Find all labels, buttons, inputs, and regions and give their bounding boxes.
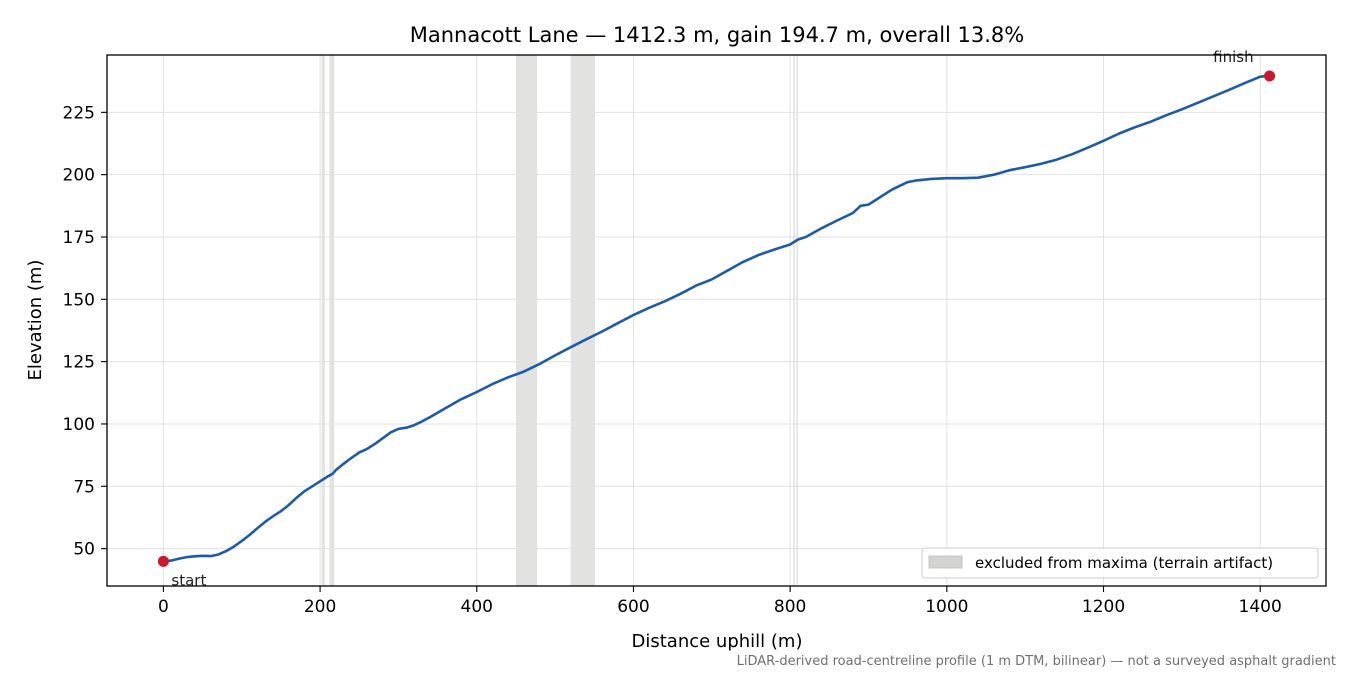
y-tick-label: 100 xyxy=(63,415,95,435)
legend: excluded from maxima (terrain artifact) xyxy=(921,547,1319,579)
chart-title: Mannacott Lane — 1412.3 m, gain 194.7 m,… xyxy=(410,23,1025,47)
excluded-band-1 xyxy=(329,55,335,586)
y-axis-label: Elevation (m) xyxy=(25,260,46,381)
x-tick-label: 400 xyxy=(461,597,493,617)
axis-ticks: 0 200 400 600 800 1000 1200 1400 50 75 100 125 150 17… xyxy=(63,103,1282,617)
grid xyxy=(107,55,1326,586)
finish-label: finish xyxy=(1213,48,1253,66)
x-axis-label: Distance uphill (m) xyxy=(632,631,803,652)
y-tick-label: 175 xyxy=(63,228,95,248)
excluded-band-5 xyxy=(796,55,798,586)
excluded-band-2 xyxy=(515,55,538,586)
x-tick-label: 1400 xyxy=(1239,597,1282,617)
y-tick-label: 75 xyxy=(73,477,95,497)
excluded-band-3 xyxy=(570,55,596,586)
x-tick-label: 1000 xyxy=(925,597,968,617)
y-tick-label: 225 xyxy=(63,103,95,123)
legend-label-excluded: excluded from maxima (terrain artifact) xyxy=(975,554,1273,572)
finish-point xyxy=(1264,70,1276,82)
y-tick-label: 200 xyxy=(63,166,95,186)
legend-box xyxy=(921,547,1319,579)
profile-line-layer xyxy=(162,74,1271,563)
start-label: start xyxy=(171,571,206,589)
x-tick-label: 600 xyxy=(617,597,649,617)
x-tick-label: 800 xyxy=(774,597,806,617)
start-point xyxy=(157,555,169,567)
x-tick-label: 0 xyxy=(158,597,169,617)
endpoint-markers: start finish xyxy=(157,48,1276,589)
excluded-band-0 xyxy=(321,55,325,586)
y-tick-label: 50 xyxy=(73,540,95,560)
legend-swatch-excluded xyxy=(928,555,963,569)
footnote: LiDAR-derived road-centreline profile (1… xyxy=(737,654,1336,669)
x-tick-label: 1200 xyxy=(1082,597,1125,617)
excluded-bands xyxy=(321,55,798,586)
x-tick-label: 200 xyxy=(304,597,336,617)
excluded-band-4 xyxy=(793,55,795,586)
plot-frame xyxy=(106,54,1327,587)
y-tick-label: 125 xyxy=(63,353,95,373)
y-tick-label: 150 xyxy=(63,290,95,310)
elevation-profile-line xyxy=(162,74,1271,563)
